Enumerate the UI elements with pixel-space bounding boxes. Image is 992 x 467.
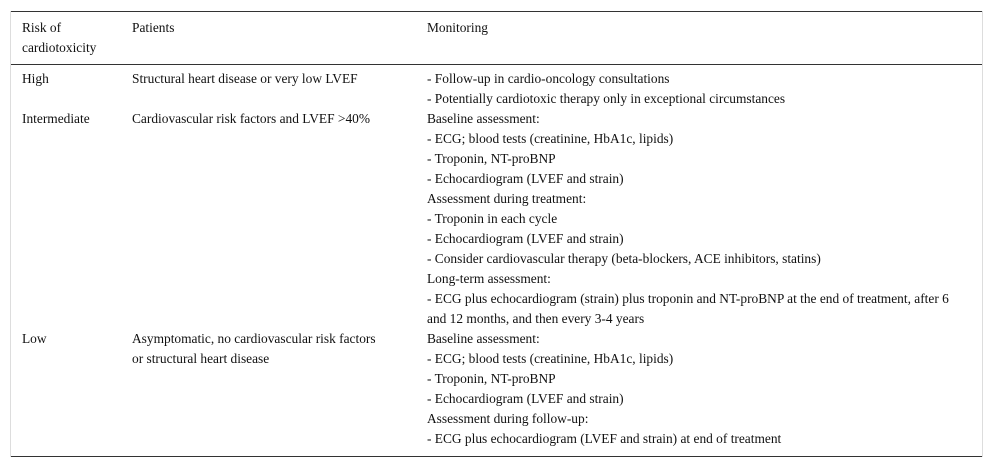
monitoring-line: - Troponin in each cycle [427,211,558,226]
monitoring-line: Long-term assessment: [427,271,551,286]
table-row: Intermediate Cardiovascular risk factors … [11,109,982,329]
table-frame: Risk of cardiotoxicity Patients Monitoring… [10,11,983,457]
table: Risk of cardiotoxicity Patients Monitoring… [11,11,982,457]
table-body: High Structural heart disease or very low… [11,65,982,457]
risk-cell: High [22,71,49,86]
header-row: Risk of cardiotoxicity Patients Monitoring [11,11,982,65]
patients-cell: Asymptomatic, no cardiovascular risk fac… [132,331,376,366]
monitoring-line: Assessment during treatment: [427,191,587,206]
monitoring-line: - Consider cardiovascular therapy (beta-… [427,251,821,266]
table-header: Risk of cardiotoxicity Patients Monitoring [11,11,982,65]
monitoring-line: - Troponin, NT-proBNP [427,151,556,166]
monitoring-line: - Echocardiogram (LVEF and strain) [427,171,624,186]
monitoring-line: Assessment during follow-up: [427,411,589,426]
monitoring-line: Baseline assessment: [427,331,540,346]
header-cell: Risk of cardiotoxicity [11,11,132,65]
patients-cell: Structural heart disease or very low LVE… [132,71,358,86]
monitoring-line: - Potentially cardiotoxic therapy only i… [427,91,786,106]
patients-cell: Cardiovascular risk factors and LVEF >40… [132,111,370,126]
monitoring-line: - ECG; blood tests (creatinine, HbA1c, l… [427,351,674,366]
risk-cell: Low [22,331,47,346]
table-row: High Structural heart disease or very low… [11,65,982,110]
header-cell: Monitoring [427,11,982,65]
table-row: Low Asymptomatic, no cardiovascular risk … [11,329,982,457]
risk-cell: Intermediate [22,111,90,126]
monitoring-line: - Troponin, NT-proBNP [427,371,556,386]
monitoring-line: - Echocardiogram (LVEF and strain) [427,391,624,406]
monitoring-line: - ECG plus echocardiogram (strain) plus … [427,291,949,326]
header-cell: Patients [132,11,427,65]
monitoring-line: - Follow-up in cardio-oncology consultat… [427,71,670,86]
monitoring-cell: - Follow-up in cardio-oncology consultat… [427,65,982,110]
monitoring-line: - ECG plus echocardiogram (LVEF and stra… [427,431,782,446]
monitoring-line: - Echocardiogram (LVEF and strain) [427,231,624,246]
monitoring-cell: Baseline assessment: - ECG; blood tests (… [427,329,982,457]
monitoring-line: Baseline assessment: [427,111,540,126]
monitoring-line: - ECG; blood tests (creatinine, HbA1c, l… [427,131,674,146]
monitoring-cell: Baseline assessment: - ECG; blood tests (… [427,109,982,329]
